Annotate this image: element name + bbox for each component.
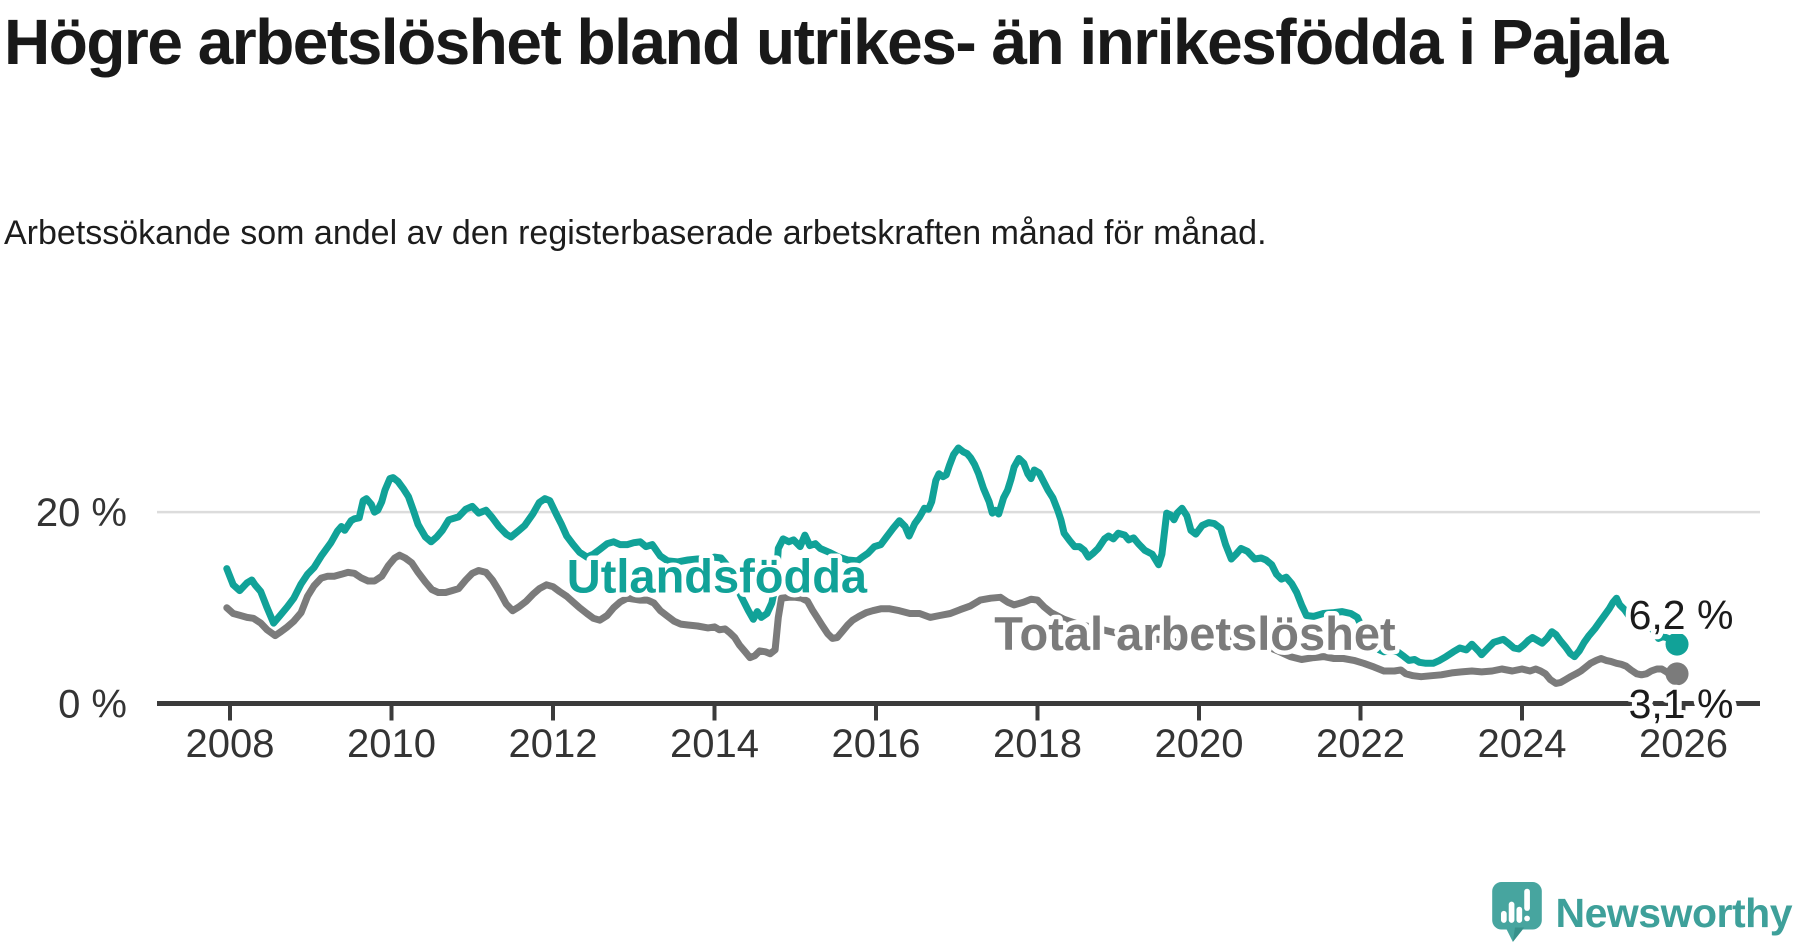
series-line [223,444,1681,667]
end-value-label: 6,2 % [1629,592,1734,638]
series-end-dot [1665,632,1689,656]
chart-title: Högre arbetslöshet bland utrikes- än inr… [4,6,1668,78]
end-value-label: 3,1 % [1629,681,1734,727]
newsworthy-brand-name: Newsworthy [1555,889,1793,936]
newsworthy-logo: Newsworthy [1491,882,1793,944]
x-tick-label: 2014 [670,722,759,766]
x-tick-label: 2012 [509,722,598,766]
chart-subtitle: Arbetssökande som andel av den registerb… [4,214,1267,252]
series-end-dot [1665,662,1689,686]
x-tick-label: 2022 [1316,722,1405,766]
series-line [223,551,1681,687]
x-tick-label: 2024 [1478,722,1567,766]
x-tick-label: 2008 [186,722,275,766]
x-tick-label: 2026 [1639,722,1728,766]
x-tick-label: 2018 [993,722,1082,766]
x-tick-label: 2016 [832,722,921,766]
series-label: Utlandsfödda [567,550,868,603]
series-label: Total arbetslöshet [994,607,1396,660]
y-tick-label: 0 % [58,683,127,727]
newsworthy-speech-bubble-icon [1491,882,1542,942]
x-tick-label: 2020 [1155,722,1244,766]
x-tick-label: 2010 [347,722,436,766]
y-tick-label: 20 % [36,491,127,535]
